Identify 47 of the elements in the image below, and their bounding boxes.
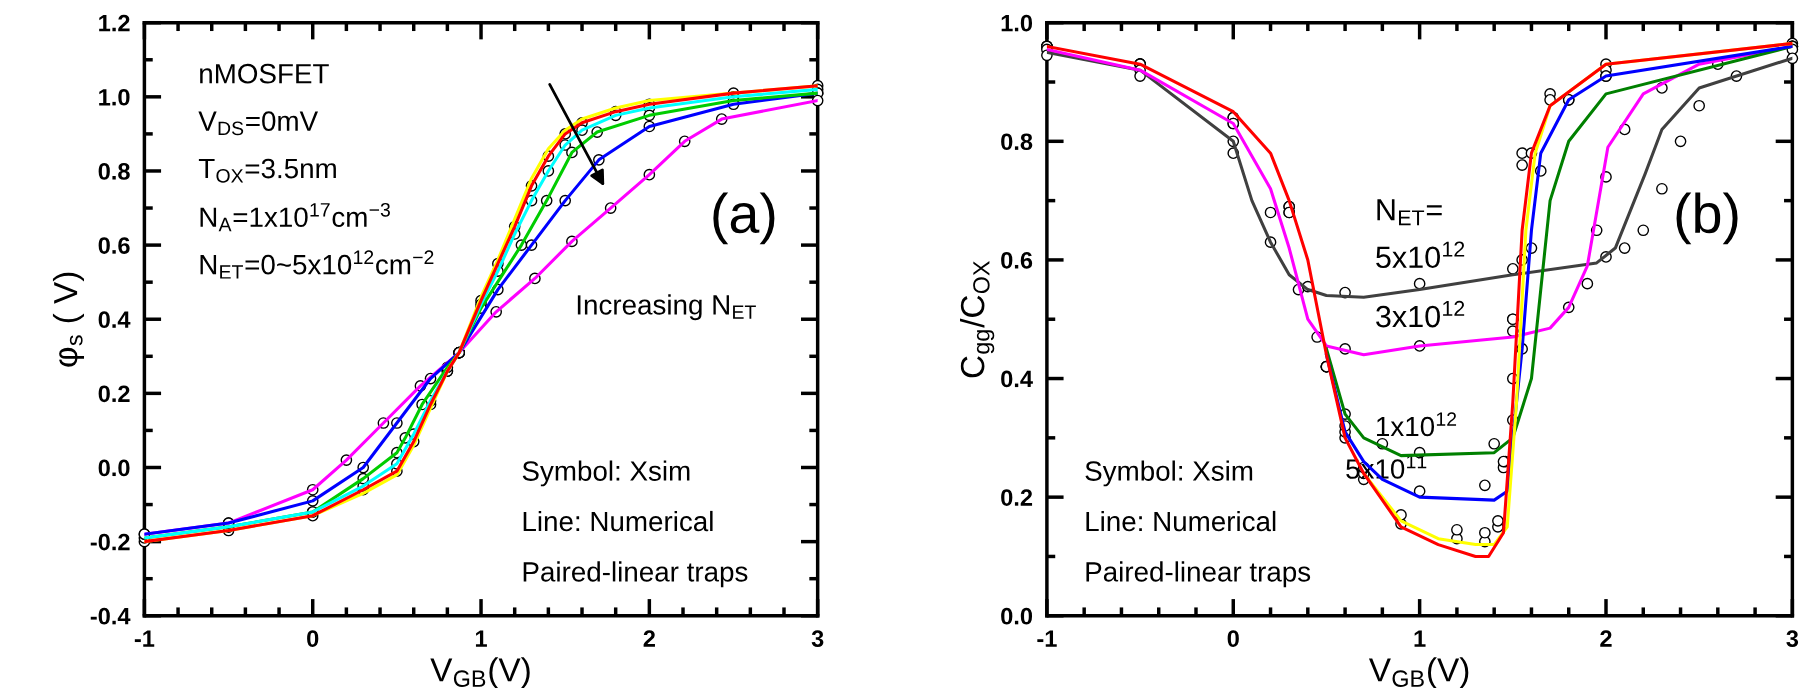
x-tick-label: 3 <box>1786 630 1799 648</box>
y-tick-label: 0.4 <box>98 311 131 329</box>
x-tick-label: 2 <box>643 630 655 647</box>
annotation: (a) <box>713 192 775 245</box>
y-axis-title: φ$_{s}$ ( V) <box>52 272 85 367</box>
y-tick-label: 1.2 <box>99 14 130 32</box>
annotation: Paired-linear traps <box>1086 561 1311 588</box>
annotation: N$_{ET}$= <box>1377 199 1442 226</box>
annotation: Symbol: Xsim <box>1085 460 1253 487</box>
y-tick-label: -0.4 <box>90 607 131 625</box>
annotation: (b) <box>1676 192 1738 245</box>
x-tick-label: 2 <box>1600 630 1612 647</box>
y-tick-label: 1.0 <box>1001 14 1033 32</box>
annotation: T$_{OX}$=3.5nm <box>198 158 336 183</box>
y-tick-label: 0.2 <box>98 385 130 403</box>
y-tick-label: 0.0 <box>98 459 130 477</box>
y-tick-label: 1.0 <box>99 88 130 106</box>
x-tick-label: 1 <box>475 630 487 647</box>
y-tick-label: -0.2 <box>90 533 130 551</box>
annotation: Increasing N$_{ET}$ <box>577 294 756 321</box>
y-tick-label: 0.8 <box>1001 133 1033 151</box>
annotation: 1x10$^{12}$ <box>1377 412 1457 437</box>
annotation: N$_{ET}$=0~5x10$^{12}$cm$^{−2}$ <box>200 250 434 279</box>
x-tick-label: 3 <box>811 630 824 648</box>
x-tick-label: 0 <box>1227 630 1239 647</box>
annotation: 5x10$^{12}$ <box>1376 241 1465 269</box>
y-tick-label: 0.2 <box>1001 489 1033 506</box>
annotation: Symbol: Xsim <box>522 460 690 487</box>
y-tick-label: 0.8 <box>98 163 130 180</box>
x-tick-label: -1 <box>1037 630 1057 647</box>
annotation: 3x10$^{12}$ <box>1376 300 1465 328</box>
y-axis-title: C$_{gg}$/C$_{OX}$ <box>959 260 995 378</box>
annotation: nMOSFET <box>200 63 329 84</box>
x-tick-label: 1 <box>1414 630 1426 647</box>
y-tick-label: 0.4 <box>1001 370 1033 388</box>
x-axis-title: V$_{GB}$(V) <box>1368 657 1469 688</box>
annotation: V$_{DS}$=0mV <box>198 111 319 136</box>
annotation: N$_{A}$=1x10$^{17}$cm$^{−3}$ <box>200 202 390 232</box>
annotation: Line: Numerical <box>1086 510 1276 532</box>
y-tick-label: 0.6 <box>1001 251 1033 269</box>
x-tick-label: -1 <box>134 630 155 647</box>
y-tick-label: 0.0 <box>1001 607 1033 625</box>
x-axis-title: V$_{GB}$(V) <box>430 657 530 688</box>
annotation: Line: Numerical <box>523 510 713 532</box>
y-tick-label: 0.6 <box>98 237 130 254</box>
x-tick-label: 0 <box>307 630 319 647</box>
annotation: Paired-linear traps <box>523 561 748 588</box>
